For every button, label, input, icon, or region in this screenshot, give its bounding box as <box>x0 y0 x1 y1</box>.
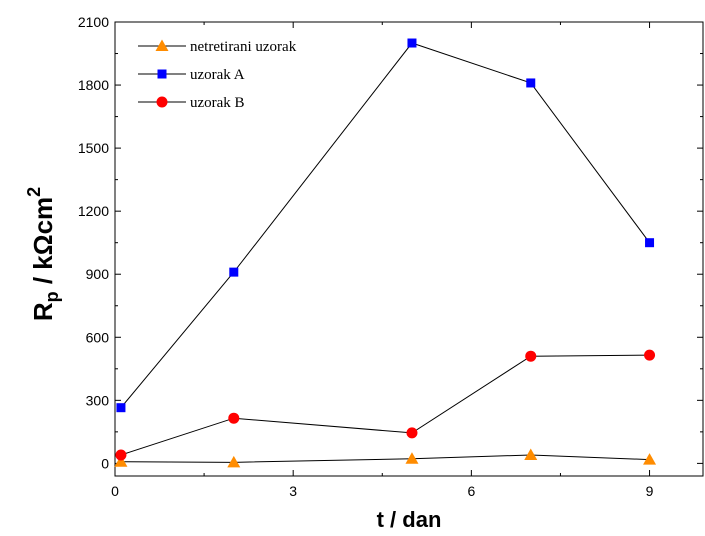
y-tick-label: 1200 <box>78 203 109 219</box>
y-tick-label: 600 <box>86 329 110 345</box>
x-tick-label: 0 <box>111 483 119 499</box>
legend-marker <box>157 69 167 79</box>
data-point <box>526 78 536 88</box>
data-point <box>524 448 538 460</box>
y-axis-title-sup: 2 <box>24 187 44 197</box>
y-axis-title-rest: / kΩcm <box>28 197 58 292</box>
series-line <box>120 354 650 456</box>
y-axis-title: Rp / kΩcm2 <box>24 187 62 321</box>
y-tick-label: 300 <box>86 392 110 408</box>
data-point <box>407 38 417 48</box>
x-tick-label: 9 <box>646 483 654 499</box>
y-tick-label: 0 <box>101 455 109 471</box>
y-axis-title-sub: p <box>42 291 62 302</box>
series-line <box>120 454 650 463</box>
data-point <box>645 238 655 248</box>
legend-marker <box>155 39 169 51</box>
plot-frame <box>114 21 704 477</box>
x-axis-title: t / dan <box>377 507 442 532</box>
data-point <box>228 412 240 424</box>
data-point <box>525 350 537 362</box>
y-axis-title-main: R <box>28 302 58 321</box>
legend-label: uzorak A <box>190 67 245 83</box>
y-tick-label: 900 <box>86 266 110 282</box>
y-tick-label: 1800 <box>78 77 109 93</box>
y-tick-label: 1500 <box>78 140 109 156</box>
data-point <box>229 267 239 277</box>
data-point <box>644 349 656 361</box>
legend: netretirani uzorak uzorak A uzorak B <box>138 39 297 111</box>
legend-label: netretirani uzorak <box>190 39 297 55</box>
y-tick-label: 2100 <box>78 14 109 30</box>
data-point <box>643 453 657 465</box>
data-point <box>116 403 126 413</box>
legend-marker <box>156 96 168 108</box>
data-point <box>115 449 127 461</box>
data-point <box>405 452 419 464</box>
x-tick-label: 3 <box>289 483 297 499</box>
axis-ticks: 0 3 6 9 0 300 600 900 1200 1500 1800 2100 <box>78 14 703 499</box>
series-markers <box>114 38 657 468</box>
legend-label: uzorak B <box>190 95 245 111</box>
x-tick-label: 6 <box>467 483 475 499</box>
data-point <box>227 455 241 468</box>
data-point <box>406 427 418 439</box>
data-point <box>114 455 128 467</box>
